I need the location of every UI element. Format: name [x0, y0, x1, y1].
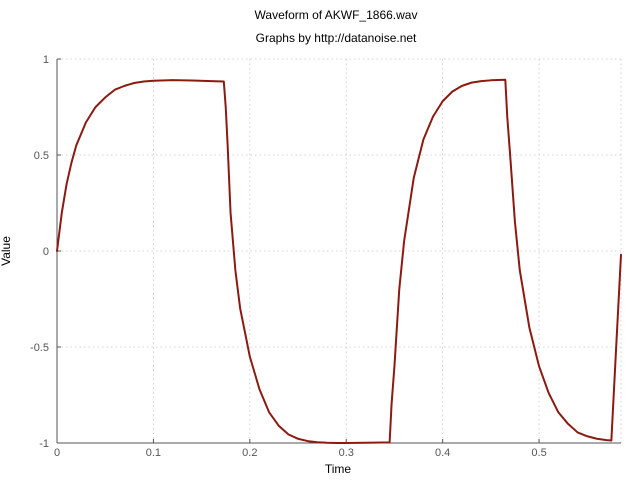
series-line [56, 78, 622, 444]
x-axis-label: Time [325, 462, 352, 476]
series-layer [56, 78, 622, 444]
grid-lines [57, 58, 622, 443]
axis-ticks: 0 0.1 0.2 0.3 0.4 0.5 1 0.5 0 -0.5 -1 [30, 54, 547, 459]
x-tick-label: 0.5 [531, 447, 546, 459]
x-tick-label: 0.4 [435, 447, 450, 459]
x-tick-label: 0.1 [146, 447, 161, 459]
x-tick-label: 0 [54, 447, 60, 459]
chart-subtitle: Graphs by http://datanoise.net [256, 31, 417, 45]
chart-title: Waveform of AKWF_1866.wav [255, 8, 418, 22]
y-tick-label: 0 [43, 246, 49, 258]
y-axis-label: Value [0, 236, 13, 266]
y-tick-label: -0.5 [30, 342, 49, 354]
x-tick-label: 0.2 [242, 447, 257, 459]
x-tick-label: 0.3 [339, 447, 354, 459]
y-tick-label: 1 [43, 54, 49, 66]
plot-frame [56, 59, 621, 444]
y-tick-label: 0.5 [34, 150, 49, 162]
y-tick-label: -1 [39, 438, 49, 450]
